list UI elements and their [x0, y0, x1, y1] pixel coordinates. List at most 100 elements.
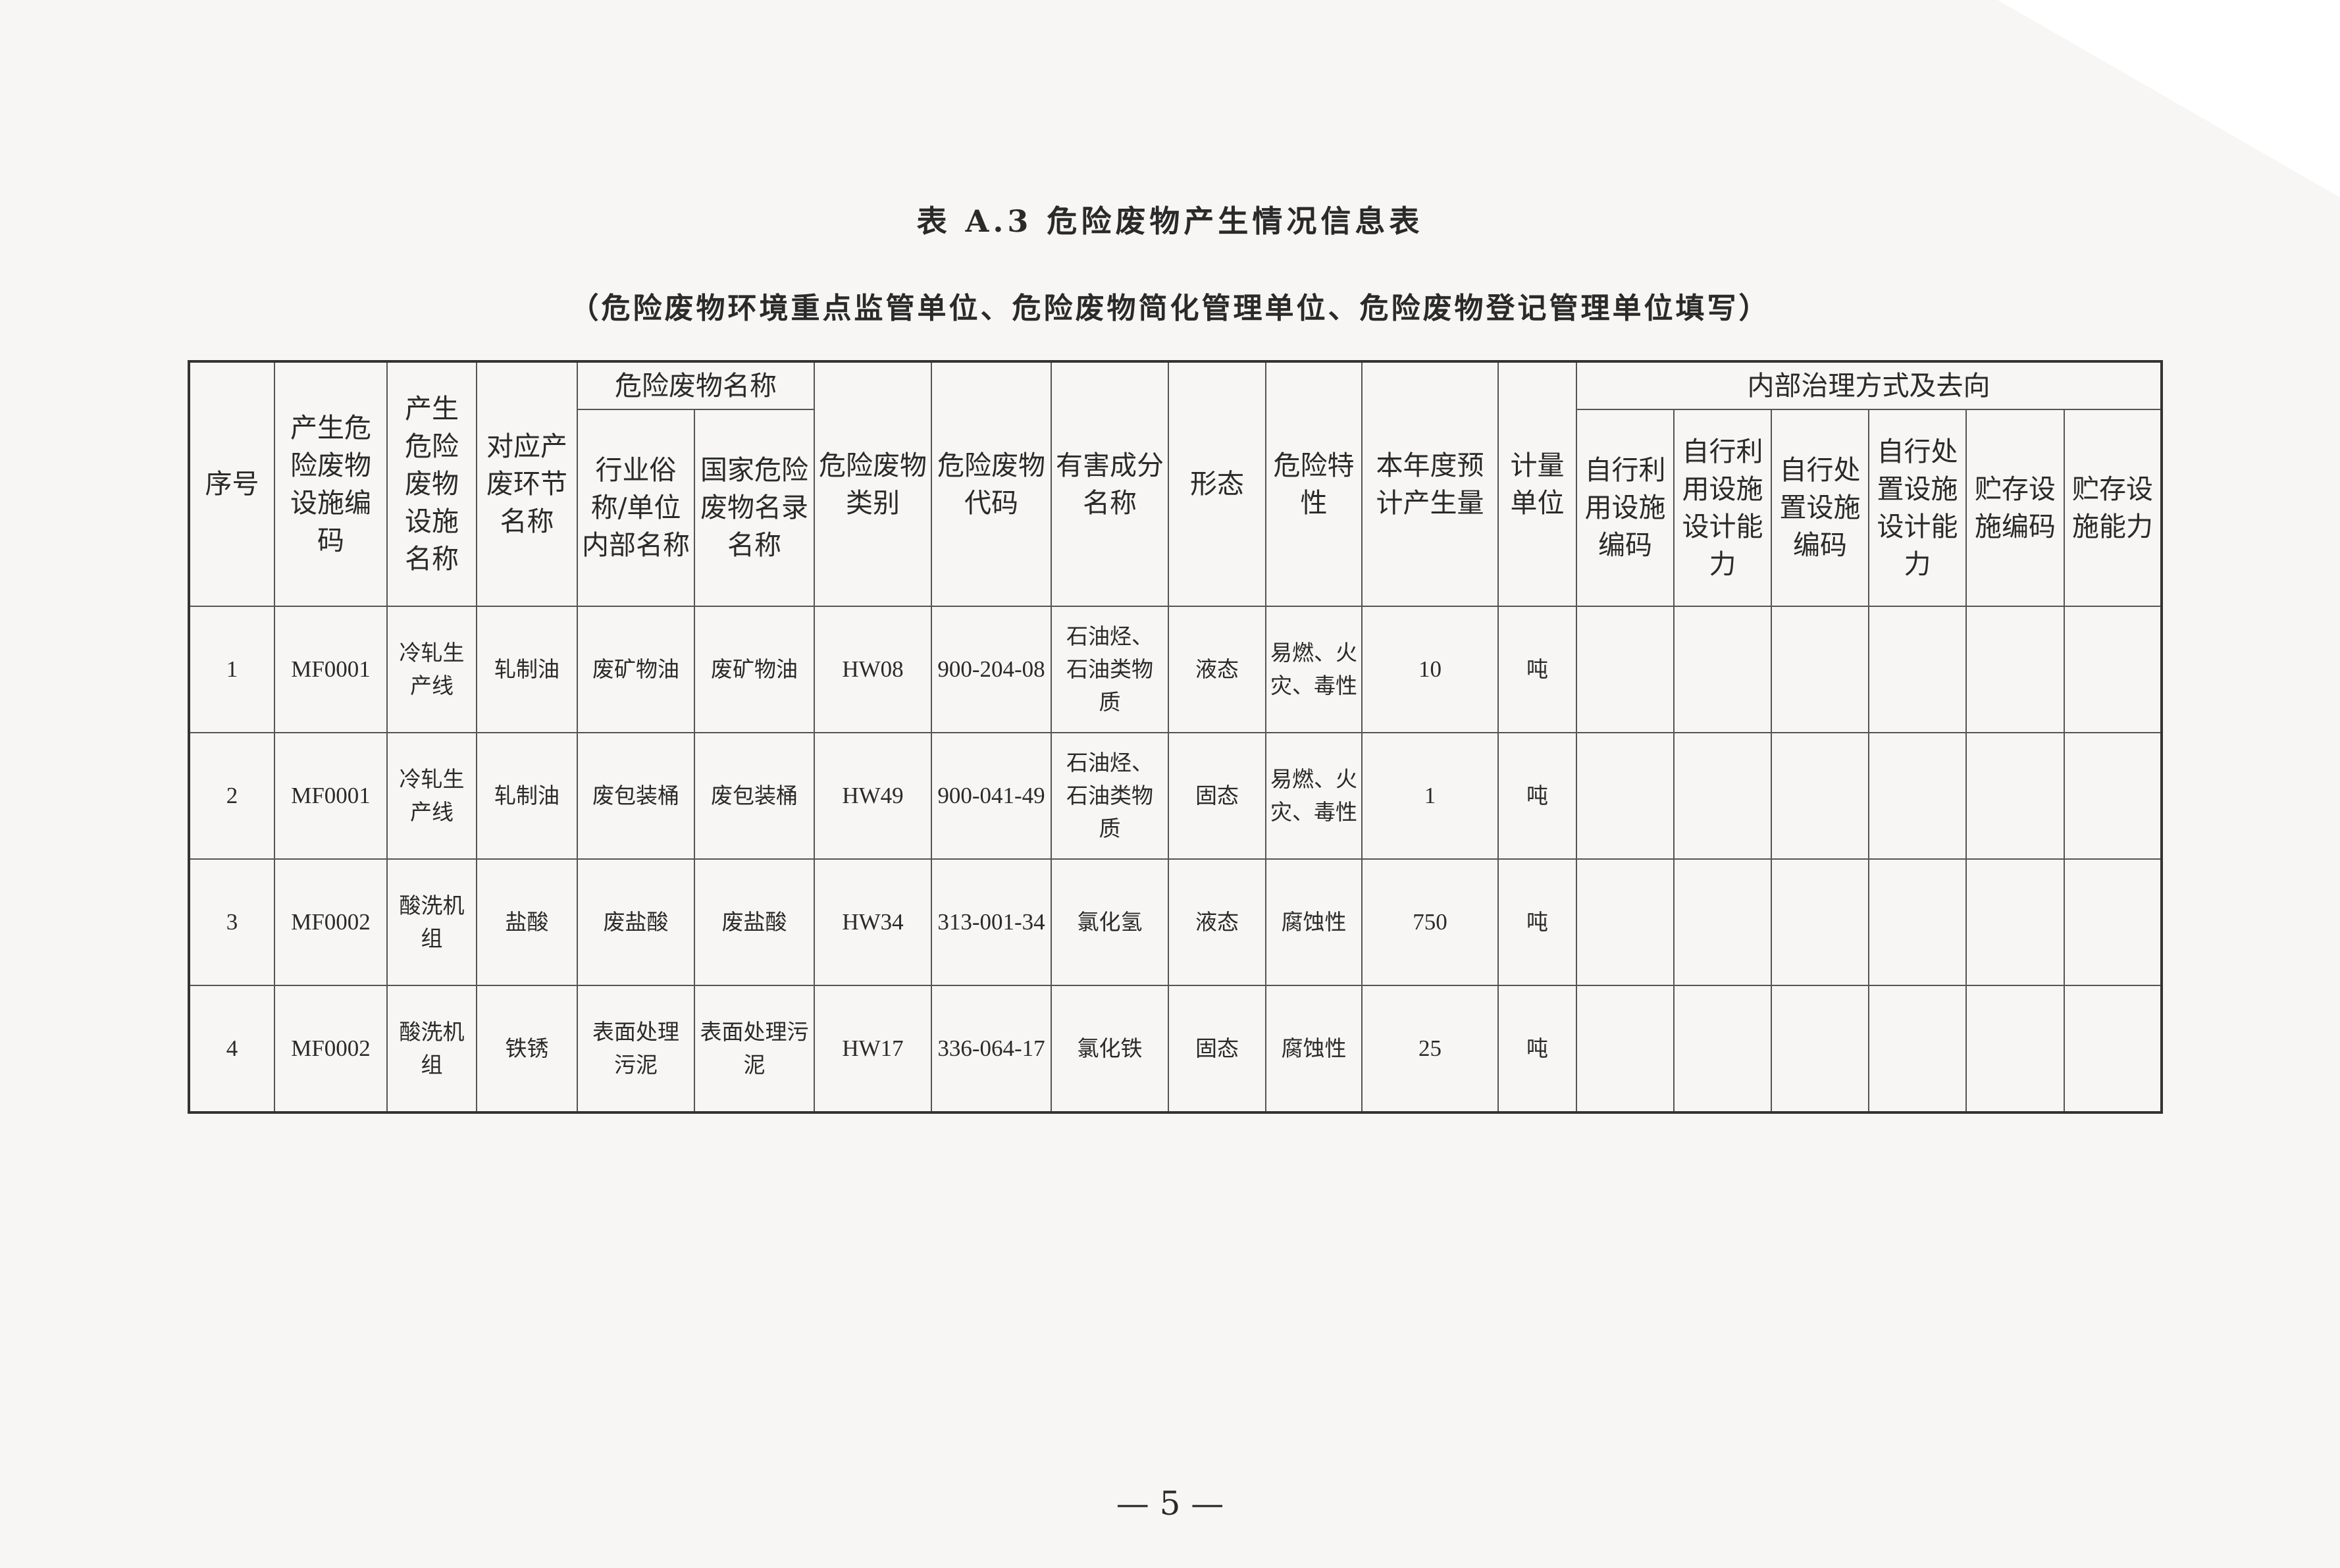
- header-storage-capacity: 贮存设施能力: [2064, 409, 2162, 607]
- cell-hazard: 易燃、火灾、毒性: [1265, 606, 1363, 733]
- table-subtitle: （危险废物环境重点监管单位、危险废物简化管理单位、危险废物登记管理单位填写）: [569, 292, 1771, 325]
- cell-hazard: 易燃、火灾、毒性: [1265, 732, 1363, 860]
- cell-facility-code: MF0001: [274, 732, 388, 860]
- cell-form: 液态: [1168, 858, 1266, 986]
- cell-self-dispose-capacity: [1868, 606, 1967, 733]
- cell-storage-code: [1965, 858, 2065, 986]
- cell-self-dispose-code: [1771, 732, 1869, 860]
- cell-self-use-capacity: [1673, 985, 1772, 1113]
- cell-hazard: 腐蚀性: [1265, 985, 1363, 1113]
- cell-self-use-code: [1576, 985, 1675, 1113]
- cell-industry-name: 表面处理污泥: [577, 985, 695, 1113]
- cell-component: 氯化氢: [1051, 858, 1169, 986]
- cell-unit: 吨: [1497, 732, 1577, 860]
- cell-storage-capacity: [2064, 858, 2162, 986]
- header-facility-name: 产生危险废物设施名称: [386, 361, 477, 607]
- cell-component: 石油烃、石油类物质: [1051, 606, 1169, 733]
- header-storage-code: 贮存设施编码: [1965, 409, 2065, 607]
- cell-national-name: 废矿物油: [694, 606, 815, 733]
- cell-self-use-code: [1576, 858, 1675, 986]
- cell-self-dispose-capacity: [1868, 858, 1967, 986]
- header-self-use-capacity: 自行利用设施设计能力: [1673, 409, 1772, 607]
- cell-storage-code: [1965, 732, 2065, 860]
- cell-unit: 吨: [1497, 858, 1577, 986]
- header-category: 危险废物类别: [814, 361, 932, 607]
- cell-facility-name: 酸洗机组: [386, 858, 477, 986]
- cell-storage-code: [1965, 985, 2065, 1113]
- cell-form: 液态: [1168, 606, 1266, 733]
- table-row: 1 MF0001 冷轧生产线 轧制油 废矿物油 废矿物油 HW08 900-204-08 石油烃…: [188, 606, 2162, 733]
- cell-category: HW49: [814, 732, 932, 860]
- cell-national-name: 废包装桶: [694, 732, 815, 860]
- cell-national-name: 表面处理污泥: [694, 985, 815, 1113]
- cell-self-dispose-code: [1771, 858, 1869, 986]
- cell-category: HW34: [814, 858, 932, 986]
- cell-process-name: 盐酸: [476, 858, 578, 986]
- header-self-dispose-capacity: 自行处置设施设计能力: [1868, 409, 1967, 607]
- folded-page-corner: [1998, 0, 2340, 197]
- header-code: 危险废物代码: [931, 361, 1052, 607]
- cell-industry-name: 废矿物油: [577, 606, 695, 733]
- cell-code: 900-204-08: [931, 606, 1052, 733]
- cell-form: 固态: [1168, 985, 1266, 1113]
- cell-hazard: 腐蚀性: [1265, 858, 1363, 986]
- header-hazard: 危险特性: [1265, 361, 1363, 607]
- cell-category: HW08: [814, 606, 932, 733]
- cell-component: 氯化铁: [1051, 985, 1169, 1113]
- cell-facility-name: 冷轧生产线: [386, 606, 477, 733]
- header-waste-name-group: 危险废物名称: [577, 361, 815, 410]
- cell-self-dispose-code: [1771, 985, 1869, 1113]
- header-self-dispose-code: 自行处置设施编码: [1771, 409, 1869, 607]
- cell-self-dispose-capacity: [1868, 985, 1967, 1113]
- header-seq: 序号: [188, 361, 275, 607]
- cell-category: HW17: [814, 985, 932, 1113]
- cell-amount: 10: [1361, 606, 1499, 733]
- cell-self-dispose-code: [1771, 606, 1869, 733]
- cell-unit: 吨: [1497, 606, 1577, 733]
- cell-seq: 4: [188, 985, 275, 1113]
- cell-seq: 1: [188, 606, 275, 733]
- page-number: — 5 —: [1116, 1484, 1224, 1523]
- cell-facility-name: 冷轧生产线: [386, 732, 477, 860]
- cell-code: 336-064-17: [931, 985, 1052, 1113]
- header-component: 有害成分名称: [1051, 361, 1169, 607]
- cell-process-name: 轧制油: [476, 732, 578, 860]
- cell-facility-code: MF0002: [274, 858, 388, 986]
- cell-facility-code: MF0002: [274, 985, 388, 1113]
- cell-component: 石油烃、石油类物质: [1051, 732, 1169, 860]
- table-title: 表 A.3 危险废物产生情况信息表: [916, 203, 1424, 239]
- cell-amount: 750: [1361, 858, 1499, 986]
- cell-code: 313-001-34: [931, 858, 1052, 986]
- cell-seq: 3: [188, 858, 275, 986]
- header-national-name: 国家危险废物名录名称: [694, 409, 815, 607]
- cell-self-use-code: [1576, 732, 1675, 860]
- cell-storage-capacity: [2064, 732, 2162, 860]
- cell-facility-name: 酸洗机组: [386, 985, 477, 1113]
- cell-national-name: 废盐酸: [694, 858, 815, 986]
- table-row: 2 MF0001 冷轧生产线 轧制油 废包装桶 废包装桶 HW49 900-041-49 石油烃…: [188, 732, 2162, 860]
- cell-facility-code: MF0001: [274, 606, 388, 733]
- cell-storage-capacity: [2064, 985, 2162, 1113]
- cell-unit: 吨: [1497, 985, 1577, 1113]
- header-process-name: 对应产废环节名称: [476, 361, 578, 607]
- cell-amount: 25: [1361, 985, 1499, 1113]
- cell-seq: 2: [188, 732, 275, 860]
- cell-amount: 1: [1361, 732, 1499, 860]
- cell-self-use-capacity: [1673, 606, 1772, 733]
- cell-form: 固态: [1168, 732, 1266, 860]
- cell-process-name: 轧制油: [476, 606, 578, 733]
- header-unit: 计量单位: [1497, 361, 1577, 607]
- header-form: 形态: [1168, 361, 1266, 607]
- cell-self-use-capacity: [1673, 858, 1772, 986]
- cell-self-use-code: [1576, 606, 1675, 733]
- header-industry-name: 行业俗称/单位内部名称: [577, 409, 695, 607]
- cell-industry-name: 废盐酸: [577, 858, 695, 986]
- header-self-use-code: 自行利用设施编码: [1576, 409, 1675, 607]
- header-facility-code: 产生危险废物设施编码: [274, 361, 388, 607]
- table-row: 3 MF0002 酸洗机组 盐酸 废盐酸 废盐酸 HW34 313-001-34 氯化氢 液态 腐蚀…: [188, 858, 2162, 986]
- cell-storage-capacity: [2064, 606, 2162, 733]
- header-internal-group: 内部治理方式及去向: [1576, 361, 2162, 410]
- cell-self-dispose-capacity: [1868, 732, 1967, 860]
- table-row: 4 MF0002 酸洗机组 铁锈 表面处理污泥 表面处理污泥 HW17 336-064-17 氯…: [188, 985, 2162, 1113]
- cell-process-name: 铁锈: [476, 985, 578, 1113]
